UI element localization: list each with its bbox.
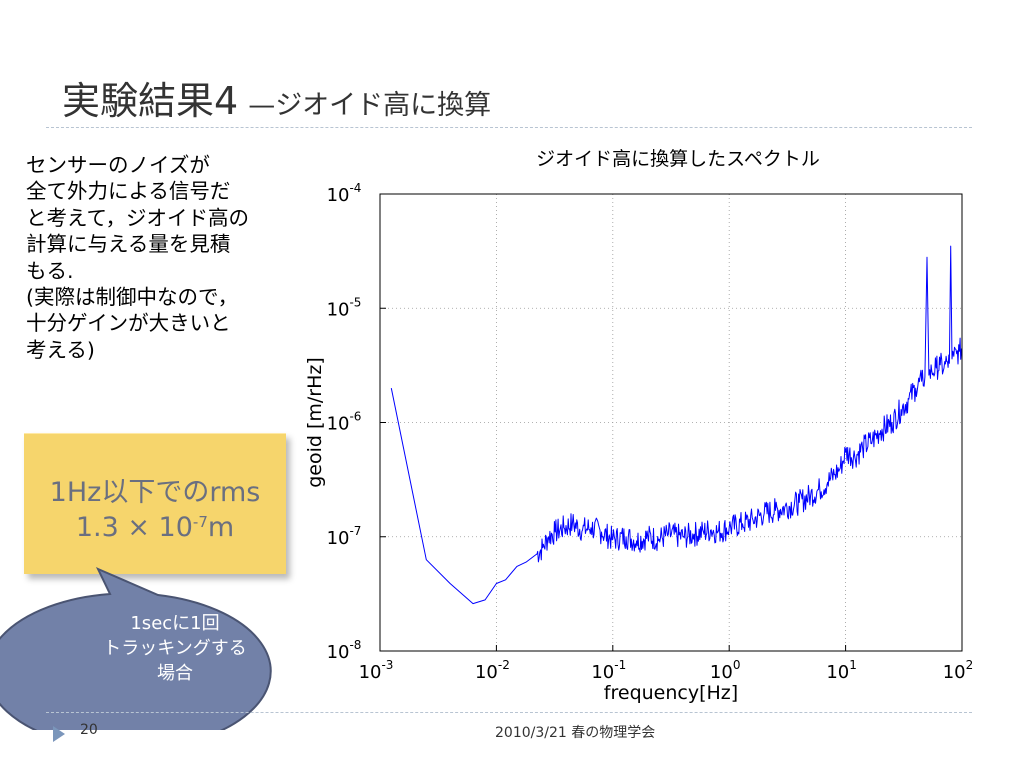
- callout-text: 1secに1回 トラッキングする 場合: [55, 611, 295, 686]
- chart-grid: [380, 194, 962, 651]
- slide-title: 実験結果4 —ジオイド高に換算: [62, 70, 492, 123]
- body-line: 十分ゲインが大きいと: [26, 311, 231, 336]
- body-line: と考えて，ジオイド高の: [26, 205, 250, 230]
- callout-shape: [0, 567, 272, 730]
- spectrum-line: [390, 245, 963, 605]
- rms-value-unit: m: [207, 512, 235, 543]
- slide-title-main: 実験結果4: [62, 79, 239, 123]
- x-axis-label: frequency[Hz]: [604, 682, 738, 704]
- body-line: もる.: [26, 258, 74, 283]
- rms-value-exponent: -7: [192, 513, 208, 531]
- play-arrow-icon: [53, 726, 65, 742]
- callout-line: トラッキングする: [103, 638, 247, 659]
- y-axis-label: geoid [m/rHz]: [304, 357, 326, 488]
- y-tick-label: 10-6: [327, 410, 362, 435]
- x-axis-ticks: 10-3 10-2 10-1 100 101 102: [359, 645, 974, 683]
- rms-value-mantissa: 1.3 × 10: [75, 512, 193, 543]
- body-line: 計算に与える量を見積: [26, 232, 231, 257]
- page-number: 20: [80, 722, 98, 738]
- body-line: 全て外力による信号だ: [26, 179, 231, 204]
- y-axis-ticks: 10-8 10-7 10-6 10-5 10-4: [327, 181, 386, 663]
- x-tick-label: 100: [710, 658, 741, 683]
- chart-title: ジオイド高に換算したスペクトル: [536, 148, 820, 170]
- x-tick-label: 10-3: [359, 658, 394, 683]
- y-tick-label: 10-8: [327, 638, 362, 663]
- rms-value: 1.3 × 10-7m: [24, 512, 286, 543]
- slide-subtitle: —ジオイド高に換算: [248, 90, 492, 121]
- callout-bubble: [0, 567, 272, 730]
- spectrum-chart: ジオイド高に換算したスペクトル 10-3 10-2 10-1 100 101 102 10…: [304, 148, 974, 704]
- x-tick-label: 101: [826, 658, 857, 683]
- footer-divider: [46, 712, 972, 713]
- body-text: センサーのノイズが 全て外力による信号だ と考えて，ジオイド高の 計算に与える量…: [26, 152, 311, 363]
- x-tick-label: 10-2: [475, 658, 510, 683]
- plot-frame: [379, 193, 963, 652]
- body-line: 考える): [26, 337, 95, 362]
- callout-line: 1secに1回: [130, 613, 220, 634]
- x-tick-label: 10-1: [591, 658, 626, 683]
- callout-line: 場合: [157, 663, 193, 684]
- x-tick-label: 102: [943, 658, 974, 683]
- y-tick-label: 10-7: [327, 524, 362, 549]
- rms-result-box: 1Hz以下でのrms 1.3 × 10-7m: [24, 433, 286, 574]
- y-tick-label: 10-4: [327, 181, 362, 206]
- footer-text: 2010/3/21 春の物理学会: [495, 725, 656, 741]
- title-divider: [46, 127, 972, 128]
- rms-label: 1Hz以下でのrms: [49, 477, 261, 508]
- y-tick-label: 10-5: [327, 295, 362, 320]
- body-line: センサーのノイズが: [26, 153, 210, 177]
- body-line: (実際は制御中なので，: [26, 285, 239, 310]
